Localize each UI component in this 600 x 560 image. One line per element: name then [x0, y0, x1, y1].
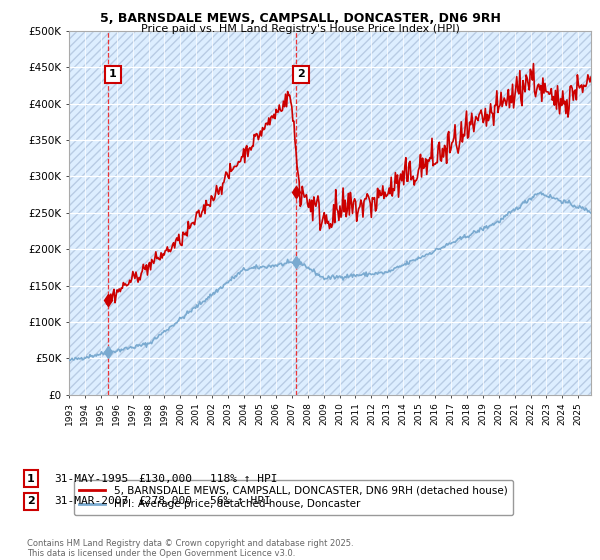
Text: 1: 1 — [109, 69, 117, 80]
Text: 31-MAR-2007: 31-MAR-2007 — [54, 496, 128, 506]
Text: 118% ↑ HPI: 118% ↑ HPI — [210, 474, 277, 484]
Text: £130,000: £130,000 — [138, 474, 192, 484]
Text: £278,000: £278,000 — [138, 496, 192, 506]
Text: 2: 2 — [27, 496, 35, 506]
Text: 56% ↑ HPI: 56% ↑ HPI — [210, 496, 271, 506]
Text: 31-MAY-1995: 31-MAY-1995 — [54, 474, 128, 484]
Text: Price paid vs. HM Land Registry's House Price Index (HPI): Price paid vs. HM Land Registry's House … — [140, 24, 460, 34]
Legend: 5, BARNSDALE MEWS, CAMPSALL, DONCASTER, DN6 9RH (detached house), HPI: Average p: 5, BARNSDALE MEWS, CAMPSALL, DONCASTER, … — [74, 480, 513, 515]
Text: 5, BARNSDALE MEWS, CAMPSALL, DONCASTER, DN6 9RH: 5, BARNSDALE MEWS, CAMPSALL, DONCASTER, … — [100, 12, 500, 25]
Text: 2: 2 — [298, 69, 305, 80]
Text: 1: 1 — [27, 474, 35, 484]
Text: Contains HM Land Registry data © Crown copyright and database right 2025.
This d: Contains HM Land Registry data © Crown c… — [27, 539, 353, 558]
